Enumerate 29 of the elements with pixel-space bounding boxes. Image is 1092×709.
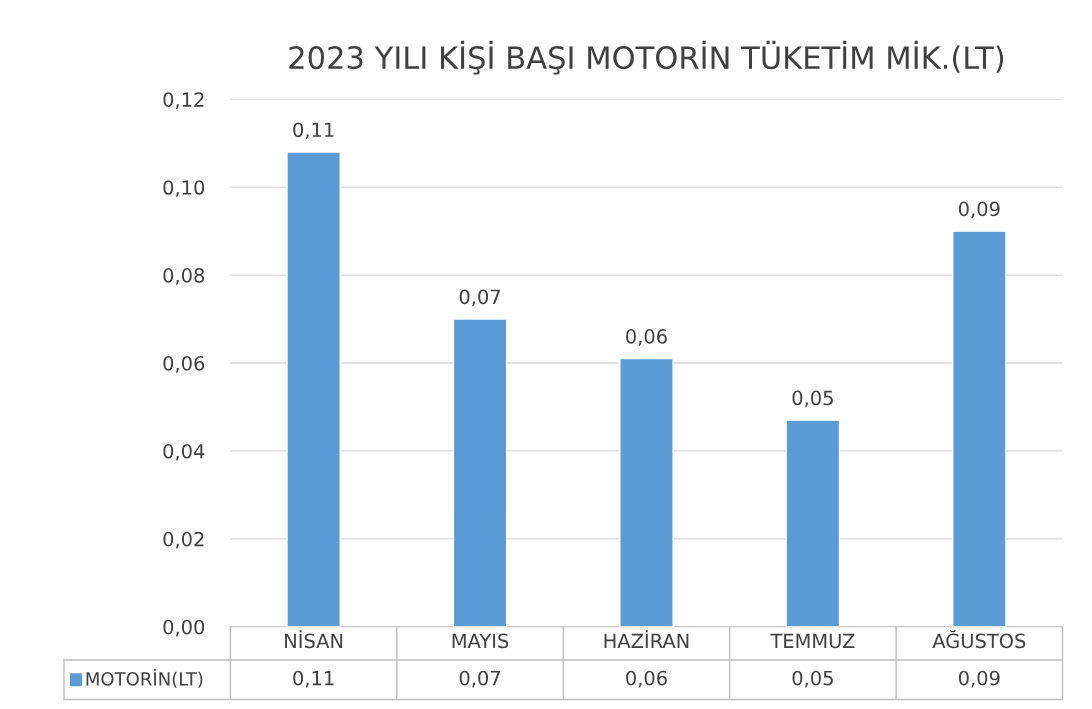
data-label: 0,05 [792, 670, 833, 688]
bar [619, 357, 674, 627]
data-label: 0,06 [626, 670, 667, 688]
chart-title: 2023 YILI KİŞİ BAŞI MOTORİN TÜKETİM MİK.(LT) [289, 40, 1004, 75]
text: 0,09 [958, 201, 1000, 219]
bar [452, 318, 508, 627]
x-tick-label: TEMMUZ [770, 633, 855, 649]
data-label: 0,11 [293, 670, 334, 688]
legend-label: MOTORİN(LT) [86, 668, 203, 688]
data-label: 0,07 [459, 670, 501, 688]
x-tick-label: NİSAN [285, 630, 343, 649]
y-tick-label: 0,04 [163, 443, 205, 461]
text: 0,11 [293, 122, 334, 140]
text: 0,07 [459, 289, 501, 307]
x-tick-label: HAZİRAN [604, 630, 689, 648]
x-tick-label: MAYIS [452, 633, 509, 649]
x-tick-label: AĞUSTOS [932, 629, 1026, 649]
data-label: 0,09 [958, 670, 1000, 688]
y-tick-label: 0,06 [163, 355, 205, 373]
y-tick-label: 0,08 [163, 268, 205, 285]
bar [286, 151, 341, 627]
y-tick-label: 0,02 [163, 531, 204, 549]
bar [785, 419, 841, 627]
y-tick-label: 0,00 [163, 619, 205, 637]
text: 0,06 [626, 329, 667, 346]
text: 0,05 [792, 390, 833, 408]
y-tick-label: 0,10 [163, 180, 205, 197]
y-tick-label: 0,12 [163, 92, 204, 109]
bar [951, 230, 1007, 627]
